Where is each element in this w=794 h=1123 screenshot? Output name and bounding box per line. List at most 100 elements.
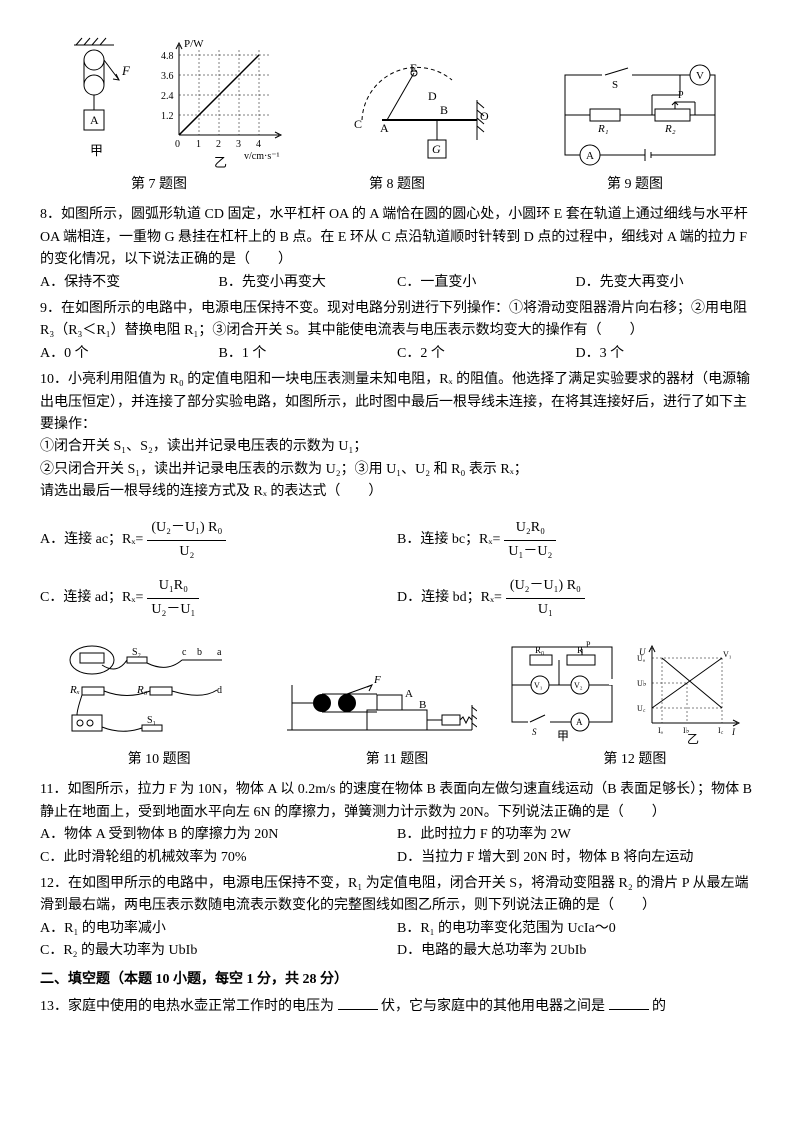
svg-text:O: O xyxy=(480,109,489,123)
svg-text:P: P xyxy=(586,640,591,649)
q11-opt-d: D．当拉力 F 增大到 20N 时，物体 B 将向左运动 xyxy=(397,847,754,869)
q12-opt-c: C．R₂ 的最大功率为 UbIb xyxy=(40,940,397,962)
svg-text:S: S xyxy=(612,79,618,91)
q8-opt-d: D．先变大再变小 xyxy=(576,272,755,294)
q12-stem: 12．在如图甲所示的电路中，电源电压保持不变，R₁ 为定值电阻，闭合开关 S，将… xyxy=(40,873,754,918)
q12-opt-a: A．R₁ 的电功率减小 xyxy=(40,918,397,940)
question-9: 9．在如图所示的电路中，电源电压保持不变。现对电路分别进行下列操作：①将滑动变阻… xyxy=(40,298,754,365)
svg-text:c: c xyxy=(182,647,187,658)
q10-opt-b: B．连接 bc；Rₓ= U₂R₀ U₁－U₂ xyxy=(397,517,754,563)
q10-b-prefix: B．连接 bc；Rₓ= xyxy=(397,529,500,551)
figures-row-7-8-9: F A 甲 P/W xyxy=(40,30,754,170)
svg-text:Iₐ: Iₐ xyxy=(658,726,664,735)
figure-8: C E D A B O G xyxy=(332,50,502,170)
question-11: 11．如图所示，拉力 F 为 10N，物体 A 以 0.2m/s 的速度在物体 … xyxy=(40,779,754,869)
svg-text:B: B xyxy=(419,699,426,711)
figure-7: F A 甲 P/W xyxy=(64,30,284,170)
svg-text:V₂: V₂ xyxy=(574,681,583,690)
svg-text:a: a xyxy=(217,647,222,658)
svg-text:S₁: S₁ xyxy=(147,715,156,726)
svg-text:R₂: R₂ xyxy=(664,123,676,135)
caption-7: 第 7 题图 xyxy=(131,174,187,196)
question-12: 12．在如图甲所示的电路中，电源电压保持不变，R₁ 为定值电阻，闭合开关 S，将… xyxy=(40,873,754,963)
fig8-svg: C E D A B O G xyxy=(332,50,502,170)
fig10-svg: S₂ b c a Rₓ R₀ d S₁ xyxy=(52,635,252,745)
svg-text:甲: 甲 xyxy=(90,143,103,158)
svg-text:S₂: S₂ xyxy=(132,647,141,658)
q10-ask: 请选出最后一根导线的连接方式及 Rₓ 的表达式（ ） xyxy=(40,481,754,503)
svg-text:B: B xyxy=(440,103,448,117)
q11-opt-c: C．此时滑轮组的机械效率为 70% xyxy=(40,847,397,869)
q10-stem: 10．小亮利用阻值为 R₀ 的定值电阻和一块电压表测量未知电阻，Rₓ 的阻值。他… xyxy=(40,369,754,436)
svg-text:U♭: U♭ xyxy=(637,679,647,688)
svg-text:I: I xyxy=(731,727,736,737)
figure-10: S₂ b c a Rₓ R₀ d S₁ xyxy=(52,635,252,745)
svg-text:b: b xyxy=(197,647,202,658)
figure-12: R₀ R P V₁ V₂ A S 甲 xyxy=(502,635,742,745)
svg-text:1.2: 1.2 xyxy=(161,111,174,122)
q8-opt-a: A．保持不变 xyxy=(40,272,219,294)
caption-row-10-11-12: 第 10 题图 第 11 题图 第 12 题图 xyxy=(40,749,754,771)
figure-11: B A F xyxy=(277,655,477,745)
caption-12: 第 12 题图 xyxy=(603,749,666,771)
svg-text:0: 0 xyxy=(175,139,180,150)
q12-opt-b: B．R₁ 的电功率变化范围为 UcIa～0 xyxy=(397,918,754,940)
q9-stem: 9．在如图所示的电路中，电源电压保持不变。现对电路分别进行下列操作：①将滑动变阻… xyxy=(40,298,754,343)
svg-text:I꜀: I꜀ xyxy=(718,726,724,735)
q13-blank1 xyxy=(338,995,378,1010)
q9-opt-b: B．1 个 xyxy=(219,343,398,365)
q12-options: A．R₁ 的电功率减小 B．R₁ 的电功率变化范围为 UcIa～0 C．R₂ 的… xyxy=(40,918,754,963)
q10-opt-c: C．连接 ad；Rₓ= U₁R₀ U₂－U₁ xyxy=(40,575,397,621)
caption-8: 第 8 题图 xyxy=(369,174,425,196)
svg-text:V₁: V₁ xyxy=(534,681,543,690)
q10-step2: ②只闭合开关 S₁，读出并记录电压表的示数为 U₂；③用 U₁、U₂ 和 R₀ … xyxy=(40,459,754,481)
svg-text:A: A xyxy=(405,688,413,700)
svg-text:C: C xyxy=(354,117,362,131)
figure-9: S V R₁ P R₂ A xyxy=(550,60,730,170)
svg-text:R₀: R₀ xyxy=(535,645,544,655)
svg-text:4.8: 4.8 xyxy=(161,51,174,62)
q8-opt-c: C．一直变小 xyxy=(397,272,576,294)
caption-11: 第 11 题图 xyxy=(366,749,428,771)
svg-text:2: 2 xyxy=(216,139,221,150)
q10-a-frac: (U₂－U₁) R₀ U₂ xyxy=(147,517,226,563)
svg-text:v/cm·s⁻¹: v/cm·s⁻¹ xyxy=(244,151,280,162)
svg-text:乙: 乙 xyxy=(687,732,699,745)
q9-opt-a: A．0 个 xyxy=(40,343,219,365)
svg-text:V: V xyxy=(696,70,704,82)
q13-part3: 的 xyxy=(652,999,666,1014)
q10-d-frac: (U₂－U₁) R₀ U₁ xyxy=(506,575,585,621)
q9-options: A．0 个 B．1 个 C．2 个 D．3 个 xyxy=(40,343,754,365)
fig7-svg: F A 甲 P/W xyxy=(64,30,284,170)
q9-opt-d: D．3 个 xyxy=(576,343,755,365)
q10-a-prefix: A．连接 ac；Rₓ= xyxy=(40,529,143,551)
q10-c-prefix: C．连接 ad；Rₓ= xyxy=(40,587,143,609)
q12-opt-d: D．电路的最大总功率为 2UbIb xyxy=(397,940,754,962)
q10-step1: ①闭合开关 S₁、S₂，读出并记录电压表的示数为 U₁； xyxy=(40,436,754,458)
question-10: 10．小亮利用阻值为 R₀ 的定值电阻和一块电压表测量未知电阻，Rₓ 的阻值。他… xyxy=(40,369,754,627)
svg-text:D: D xyxy=(428,89,437,103)
svg-text:U꜀: U꜀ xyxy=(637,704,646,713)
svg-text:A: A xyxy=(90,113,99,127)
q8-opt-b: B．先变小再变大 xyxy=(219,272,398,294)
q11-opt-a: A．物体 A 受到物体 B 的摩擦力为 20N xyxy=(40,824,397,846)
q10-options: A．连接 ac；Rₓ= (U₂－U₁) R₀ U₂ B．连接 bc；Rₓ= U₂… xyxy=(40,511,754,627)
svg-text:4: 4 xyxy=(256,139,261,150)
svg-text:G: G xyxy=(432,142,441,156)
fig12-svg: R₀ R P V₁ V₂ A S 甲 xyxy=(502,635,742,745)
svg-text:F: F xyxy=(121,63,131,78)
svg-text:F: F xyxy=(373,674,381,686)
question-8: 8．如图所示，圆弧形轨道 CD 固定，水平杠杆 OA 的 A 端恰在圆的圆心处，… xyxy=(40,204,754,294)
svg-text:V₁: V₁ xyxy=(723,650,732,659)
q13-blank2 xyxy=(609,995,649,1010)
svg-text:3: 3 xyxy=(236,139,241,150)
section-2-header: 二、填空题（本题 10 小题，每空 1 分，共 28 分） xyxy=(40,969,754,991)
caption-10: 第 10 题图 xyxy=(128,749,191,771)
svg-text:P/W: P/W xyxy=(184,38,204,50)
q13-part1: 13．家庭中使用的电热水壶正常工作时的电压为 xyxy=(40,999,338,1014)
svg-text:1: 1 xyxy=(196,139,201,150)
svg-text:3.6: 3.6 xyxy=(161,71,174,82)
svg-text:S: S xyxy=(532,727,537,737)
svg-text:Rₓ: Rₓ xyxy=(69,684,80,696)
q10-c-frac: U₁R₀ U₂－U₁ xyxy=(147,575,199,621)
